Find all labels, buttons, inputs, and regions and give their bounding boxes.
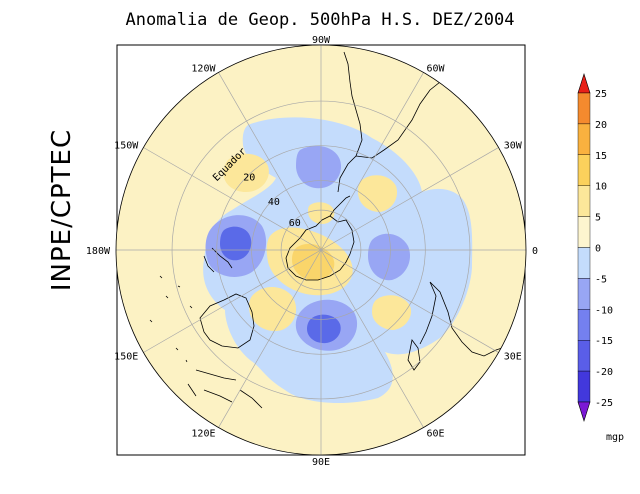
colorbar-segment bbox=[577, 92, 591, 125]
colorbar-segment bbox=[577, 247, 591, 279]
coastlines bbox=[149, 51, 521, 409]
longitude-labels: 90W 60W 30W 0 30E 60E 90E 120E 150E 180W 150W 120W bbox=[86, 35, 538, 468]
meridian-line bbox=[320, 61, 431, 251]
map-disk-outline bbox=[115, 44, 527, 456]
anomaly-region-positive bbox=[223, 153, 269, 192]
longitude-label: 0 bbox=[532, 246, 538, 257]
anomaly-region-negative bbox=[368, 233, 411, 281]
coastline-new-zealand bbox=[203, 247, 233, 273]
anomaly-region-negative bbox=[296, 145, 342, 189]
meridian-line bbox=[211, 61, 322, 251]
longitude-label: 90E bbox=[312, 457, 330, 468]
map-area bbox=[116, 45, 526, 455]
latitude-label: 40 bbox=[268, 197, 280, 208]
colorbar-segment bbox=[577, 185, 591, 217]
colorbar-tick-label: 20 bbox=[595, 120, 607, 131]
colorbar: 25 20 15 10 5 0 -5 -10 -15 -20 -25 mgp bbox=[577, 73, 624, 443]
longitude-label: 120E bbox=[191, 429, 215, 440]
meridian-line bbox=[132, 140, 322, 251]
anomaly-region-positive bbox=[248, 287, 297, 332]
colorbar-top-arrow bbox=[577, 73, 591, 94]
anomaly-region-positive bbox=[358, 175, 398, 212]
colorbar-unit: mgp bbox=[606, 432, 624, 443]
meridian-line bbox=[132, 249, 322, 360]
colorbar-segment bbox=[577, 216, 591, 248]
colorbar-tick-label: 15 bbox=[595, 151, 607, 162]
coastline-madagascar bbox=[407, 339, 421, 371]
coastline-indonesia bbox=[187, 369, 263, 409]
latitude-label: 20 bbox=[243, 172, 255, 183]
anomaly-region-negative bbox=[220, 226, 252, 261]
latitude-label: 60 bbox=[289, 218, 301, 229]
longitude-label: 60W bbox=[427, 63, 446, 74]
colorbar-tick-label: -15 bbox=[595, 336, 613, 347]
colorbar-tick-label: -10 bbox=[595, 305, 613, 316]
anomaly-region-positive bbox=[292, 243, 335, 281]
anomaly-region-positive bbox=[372, 295, 412, 330]
colorbar-segment bbox=[577, 123, 591, 156]
colorbar-tick-label: 10 bbox=[595, 182, 607, 193]
coastline-antarctica bbox=[285, 215, 355, 281]
longitude-label: 150E bbox=[114, 352, 138, 363]
meridian-line bbox=[320, 249, 510, 360]
colorbar-tick-label: 25 bbox=[595, 89, 607, 100]
anomaly-region-negative bbox=[307, 314, 341, 344]
colorbar-segment bbox=[577, 370, 591, 403]
longitude-label: 30W bbox=[504, 141, 523, 152]
coastline-pacific-islands bbox=[149, 275, 193, 363]
colorbar-tick-label: -5 bbox=[595, 274, 607, 285]
longitude-label: 30E bbox=[504, 352, 522, 363]
graticule bbox=[116, 45, 526, 455]
meridian-line bbox=[211, 249, 322, 439]
longitude-label: 90W bbox=[312, 35, 331, 46]
colorbar-tick-label: -25 bbox=[595, 398, 613, 409]
longitude-label: 120W bbox=[191, 63, 216, 74]
longitude-label: 60E bbox=[427, 429, 445, 440]
meridian-line bbox=[320, 249, 431, 439]
colorbar-bottom-arrow bbox=[577, 401, 591, 422]
meridian-line bbox=[320, 140, 510, 251]
colorbar-segment bbox=[577, 340, 591, 372]
coastline-australia bbox=[199, 293, 255, 349]
colorbar-tick-label: 5 bbox=[595, 213, 601, 224]
map-title: Anomalia de Geop. 500hPa H.S. DEZ/2004 bbox=[125, 10, 515, 30]
colorbar-segment bbox=[577, 154, 591, 186]
longitude-label: 180W bbox=[86, 246, 111, 257]
colorbar-tick-label: 0 bbox=[595, 244, 601, 255]
colorbar-tick-label: -20 bbox=[595, 367, 613, 378]
colorbar-segment bbox=[577, 309, 591, 341]
colorbar-segment bbox=[577, 278, 591, 310]
longitude-label: 150W bbox=[114, 141, 139, 152]
